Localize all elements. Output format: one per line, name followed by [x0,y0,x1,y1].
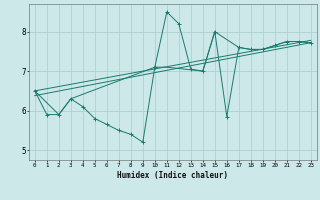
X-axis label: Humidex (Indice chaleur): Humidex (Indice chaleur) [117,171,228,180]
